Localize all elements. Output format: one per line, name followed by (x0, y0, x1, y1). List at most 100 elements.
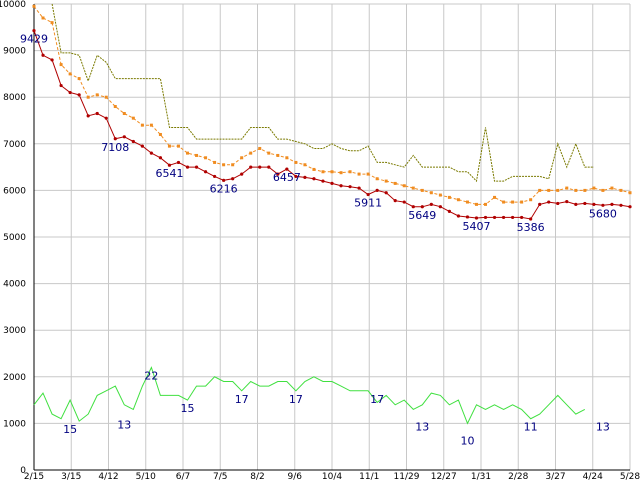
y-tick-label: 5000 (3, 233, 26, 243)
price-point (366, 192, 370, 197)
price-point (601, 203, 605, 207)
ma-orange-point (122, 112, 126, 116)
x-tick-label: 12/27 (431, 472, 457, 480)
price-point (501, 215, 506, 220)
ma-orange-point (493, 195, 497, 199)
price-point (222, 178, 226, 182)
price-point (330, 181, 334, 186)
ma-orange-point (303, 163, 307, 167)
price-point (339, 184, 343, 188)
ma-orange-point (393, 181, 397, 185)
ma-orange-point (167, 144, 171, 148)
price-point (59, 83, 63, 88)
price-point (249, 165, 253, 169)
price-point (438, 205, 442, 209)
data-label: 15 (63, 423, 77, 436)
price-point (113, 137, 117, 141)
ma-orange-point (176, 144, 180, 148)
data-label: 17 (289, 393, 303, 406)
price-point (86, 114, 90, 118)
ma-orange-point (258, 146, 262, 150)
data-label: 17 (370, 393, 384, 406)
price-point (104, 116, 108, 120)
ma-orange-point (556, 188, 560, 192)
data-label: 5680 (589, 207, 617, 220)
y-tick-label: 3000 (3, 326, 26, 336)
price-point (411, 205, 415, 209)
data-label: 11 (524, 421, 538, 434)
price-point (456, 214, 461, 218)
x-tick-label: 5/10 (136, 472, 156, 480)
price-point (520, 215, 524, 220)
series (32, 3, 632, 425)
price-point (213, 174, 217, 179)
data-label: 5407 (462, 220, 490, 233)
price-point (167, 163, 172, 167)
price-point (131, 139, 135, 144)
grid (33, 3, 631, 471)
ma-orange-point (41, 16, 45, 20)
price-point (592, 202, 596, 206)
price-point (158, 156, 163, 160)
price-point (176, 160, 181, 165)
ma-orange-point (502, 200, 506, 204)
price-point (556, 201, 560, 206)
y-tick-label: 2000 (3, 373, 26, 383)
y-tick-label: 7000 (3, 140, 26, 150)
ma-orange-point (32, 4, 36, 8)
data-label: 9429 (20, 33, 48, 46)
ma-orange-point (50, 21, 54, 25)
ma-orange-point (484, 202, 488, 206)
data-label: 10 (460, 435, 474, 448)
ma_olive-line (51, 3, 594, 183)
ma-orange-point (222, 163, 226, 167)
ma-orange-point (113, 105, 117, 109)
volume-line (33, 366, 586, 425)
price-point (303, 175, 307, 179)
ma-orange-point (231, 163, 235, 167)
ma-orange-point (294, 160, 298, 164)
x-tick-label: 9/6 (288, 472, 303, 480)
x-tick-label: 7/5 (213, 472, 227, 480)
ma-orange-point (312, 167, 316, 171)
data-label: 5911 (354, 197, 382, 210)
price-point (420, 205, 424, 209)
price-point (628, 205, 632, 209)
ma-orange-point (240, 156, 244, 160)
price-point (140, 144, 144, 148)
price-point (511, 215, 515, 220)
x-tick-label: 4/24 (583, 472, 603, 480)
price-point (149, 151, 153, 155)
ma-orange-point (411, 186, 415, 190)
ma-orange-point (375, 177, 379, 181)
y-tick-label: 6000 (3, 186, 26, 196)
price-point (565, 199, 569, 204)
ma-orange-point (592, 186, 596, 190)
price-point (375, 188, 379, 192)
price-point (492, 215, 497, 220)
ma-orange-point (438, 193, 442, 197)
annotations: 9429 7108 6541 6216 6457 5911 5649 5407 5386 5680… (20, 33, 617, 448)
ma-orange-point (104, 95, 108, 99)
ma-orange-point (149, 123, 153, 127)
ma-orange-point (565, 186, 569, 190)
data-label: 6457 (273, 171, 301, 184)
price-point (68, 90, 72, 95)
x-tick-label: 8/2 (250, 472, 264, 480)
price-point (583, 201, 587, 206)
ma-orange-point (402, 184, 406, 188)
price-point (429, 202, 433, 206)
ma-orange-point (348, 170, 352, 174)
ma-orange-point (339, 171, 343, 175)
ma-orange-point (204, 156, 208, 160)
x-tick-label: 2/28 (508, 472, 528, 480)
data-label: 7108 (101, 141, 129, 154)
data-label: 15 (181, 402, 195, 415)
price-point (547, 200, 551, 204)
ma-orange-point (158, 132, 162, 136)
ma-orange-point (195, 153, 199, 157)
price-point (348, 185, 352, 189)
ma-orange-point (384, 179, 388, 183)
ma-orange-point (429, 191, 433, 195)
ma-orange-point (456, 198, 460, 202)
